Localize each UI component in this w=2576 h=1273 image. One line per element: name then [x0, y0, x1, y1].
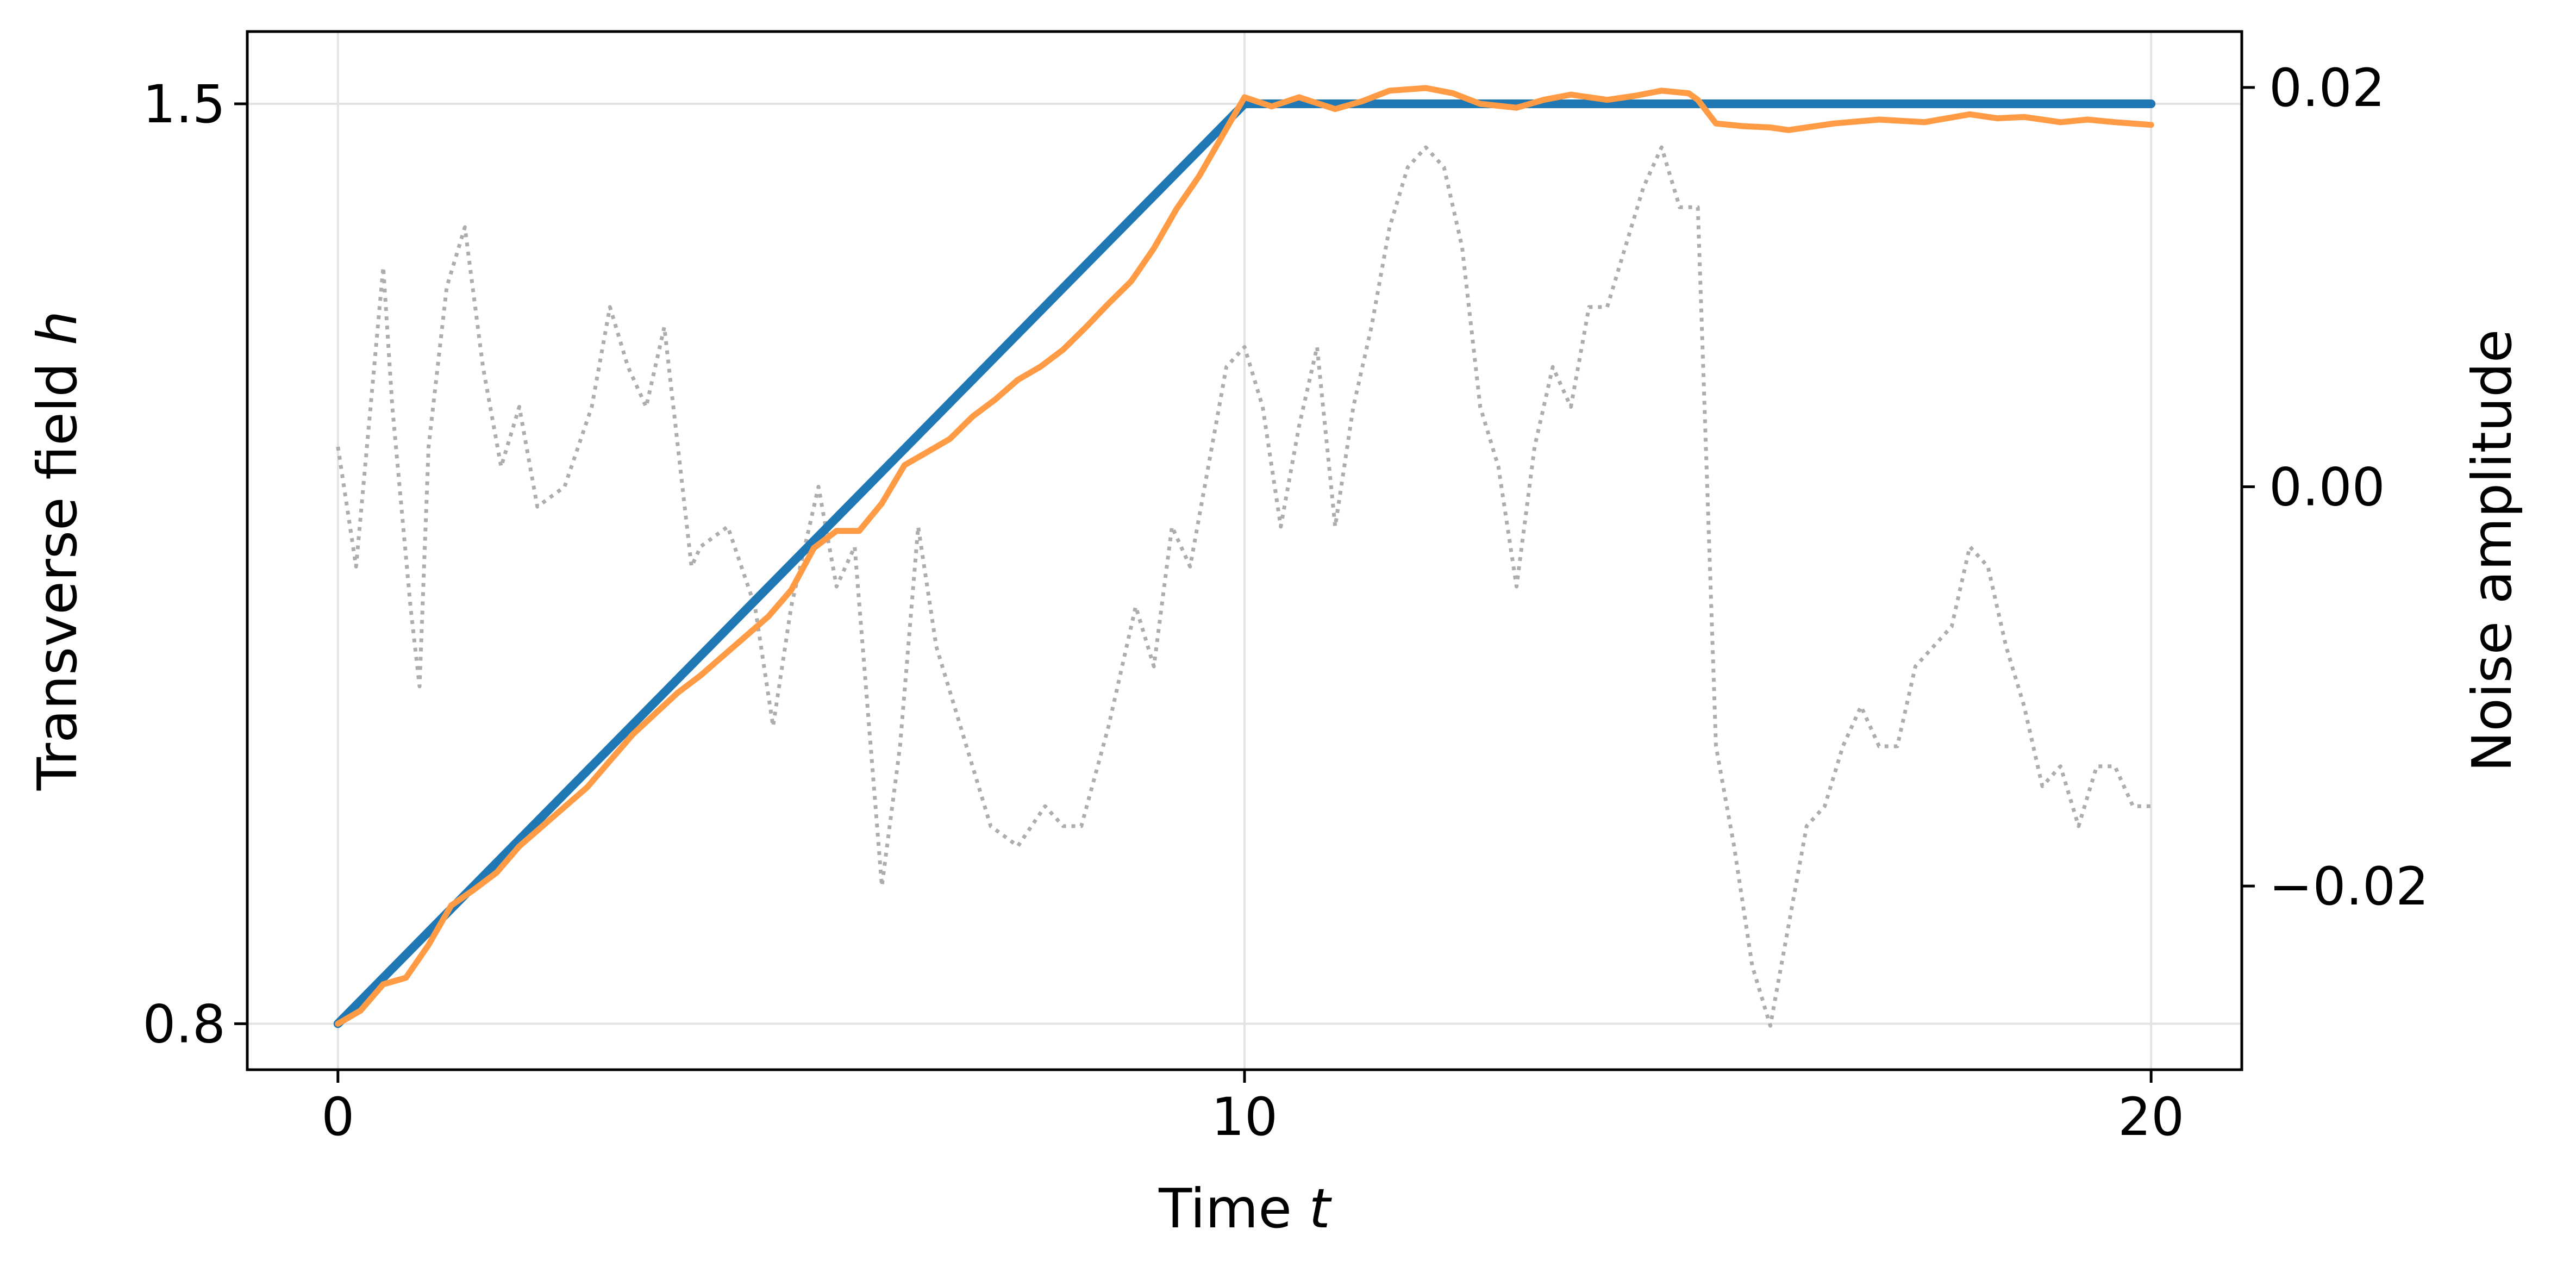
series-line-0 [336, 145, 2152, 1028]
y-left-tick-label-0: 0.8 [142, 994, 226, 1054]
grid [247, 32, 2242, 1070]
series-line-2 [335, 85, 2154, 1027]
ticks: 0 10 20 0.8 1.5 0.02 0.00 −0.02 [142, 58, 2429, 1147]
y-left-tick-label-1: 1.5 [142, 74, 226, 135]
y-axis-left-label: Transverse field h [26, 311, 89, 791]
x-tick-label-0: 0 [321, 1087, 354, 1147]
y-right-tick-label-0: 0.02 [2269, 58, 2385, 118]
x-tick-label-2: 20 [2118, 1087, 2184, 1147]
y-right-tick-label-1: 0.00 [2269, 457, 2385, 517]
series-line-1 [333, 99, 2156, 1028]
y-axis-right-label: Noise amplitude [2460, 329, 2524, 772]
y-right-tick-label-2: −0.02 [2269, 856, 2429, 917]
x-axis-label: Time t [1158, 1177, 1333, 1240]
series-layer [333, 85, 2156, 1028]
x-tick-label-1: 10 [1211, 1087, 1278, 1147]
